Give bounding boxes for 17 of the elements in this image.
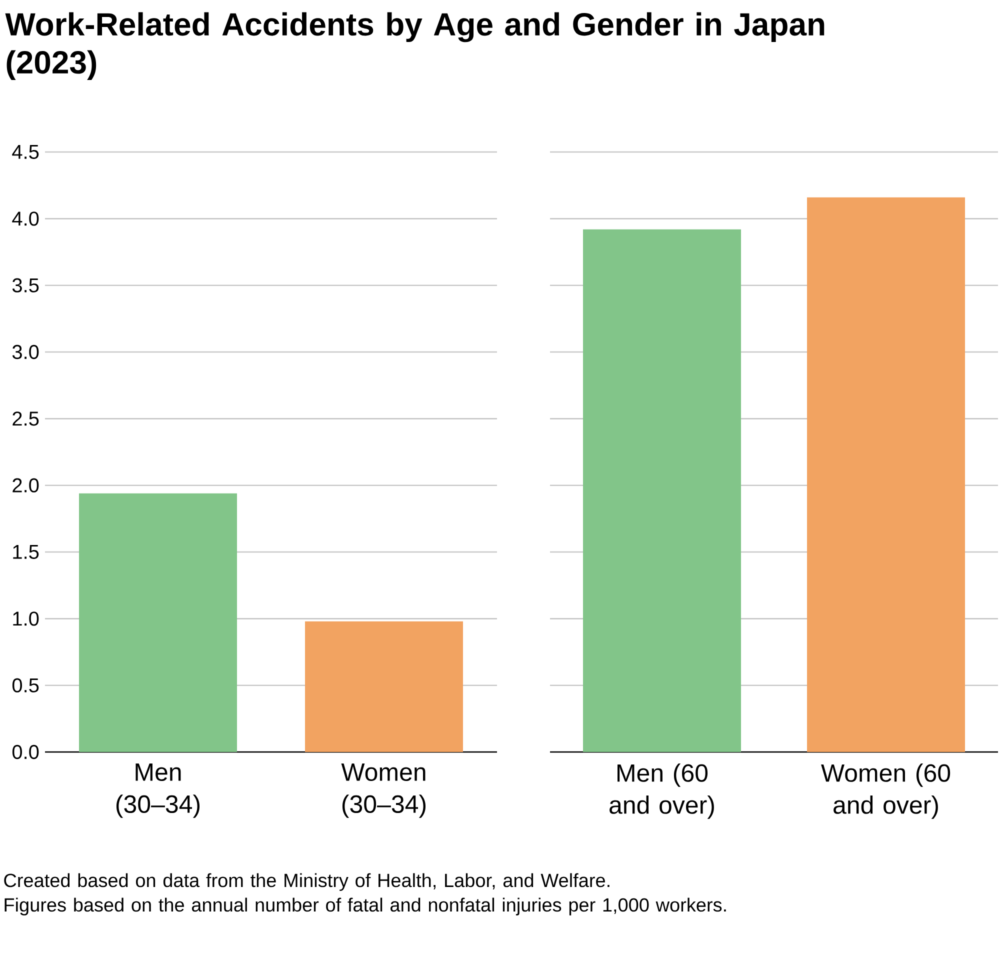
y-tick-label: 1.0: [13, 612, 39, 626]
x-tick-label: Men (60 and over): [610, 764, 714, 819]
text: Created based on data from the Ministry of Health, Labor, and Welfare.: [4, 873, 610, 891]
y-tick-label: 4.0: [12, 212, 39, 226]
x-tick-label: Women (30–34): [341, 764, 426, 818]
y-tick-label: 4.5: [12, 145, 39, 159]
chart-title: Work-Related Accidents by Age and Gender in Japan (2023): [5, 12, 824, 80]
x-tick-label: Men (30–34): [116, 764, 200, 818]
y-tick-label: 1.5: [13, 545, 39, 559]
y-tick-label: 3.5: [12, 278, 39, 292]
text: Figures based on the annual number of fatal and nonfatal injuries per 1,000 workers.: [4, 898, 726, 916]
y-tick-label: 0.0: [12, 744, 39, 760]
x-tick-label: Women (60 and over): [821, 764, 950, 819]
y-tick-label: 2.0: [12, 478, 39, 492]
y-tick-label: 3.0: [12, 344, 39, 360]
y-tick-label: 0.5: [12, 678, 39, 692]
y-tick-label: 2.5: [12, 412, 39, 426]
